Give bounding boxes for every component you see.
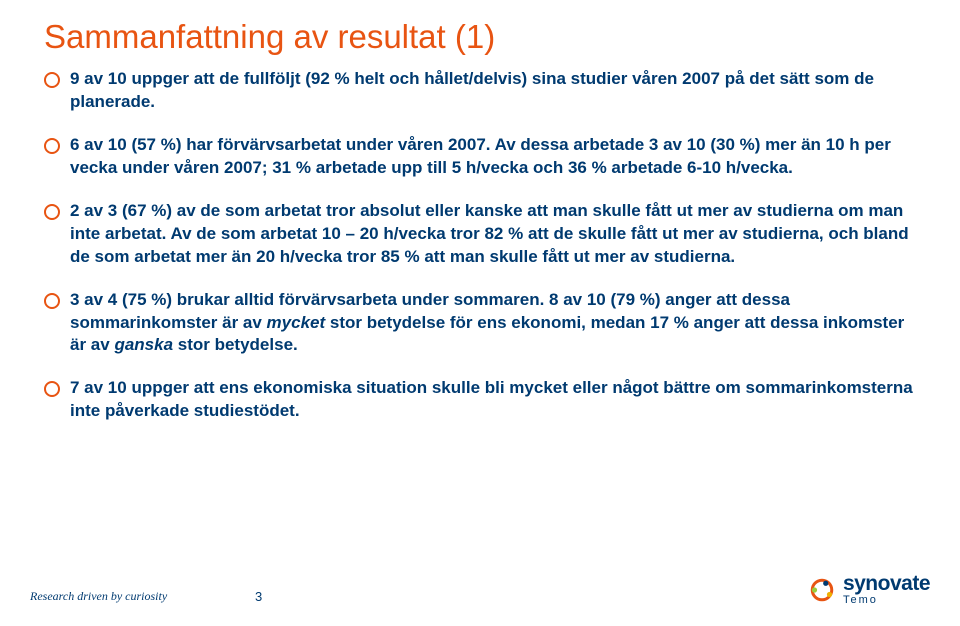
logo-text: synovate Temo (843, 573, 930, 606)
bullet-list: 9 av 10 uppger att de fullföljt (92 % he… (44, 68, 916, 423)
slide-footer: Research driven by curiosity 3 synovate … (0, 566, 960, 606)
bullet-item: 6 av 10 (57 %) har förvärvsarbetat under… (44, 134, 916, 180)
bullet-emphasis: ganska (114, 335, 173, 354)
bullet-item: 7 av 10 uppger att ens ekonomiska situat… (44, 377, 916, 423)
bullet-item: 9 av 10 uppger att de fullföljt (92 % he… (44, 68, 916, 114)
logo-name: synovate (843, 573, 930, 594)
bullet-text: stor betydelse. (173, 335, 298, 354)
page-number: 3 (255, 589, 262, 604)
slide-content: Sammanfattning av resultat (1) 9 av 10 u… (0, 0, 960, 423)
bullet-item: 3 av 4 (75 %) brukar alltid förvärvsarbe… (44, 289, 916, 358)
logo-subtitle: Temo (843, 595, 930, 606)
footer-tagline: Research driven by curiosity (30, 589, 167, 604)
slide-title: Sammanfattning av resultat (1) (44, 18, 916, 56)
bullet-item: 2 av 3 (67 %) av de som arbetat tror abs… (44, 200, 916, 269)
logo-mark-icon (807, 575, 837, 605)
logo: synovate Temo (807, 573, 930, 606)
bullet-emphasis: mycket (267, 313, 326, 332)
